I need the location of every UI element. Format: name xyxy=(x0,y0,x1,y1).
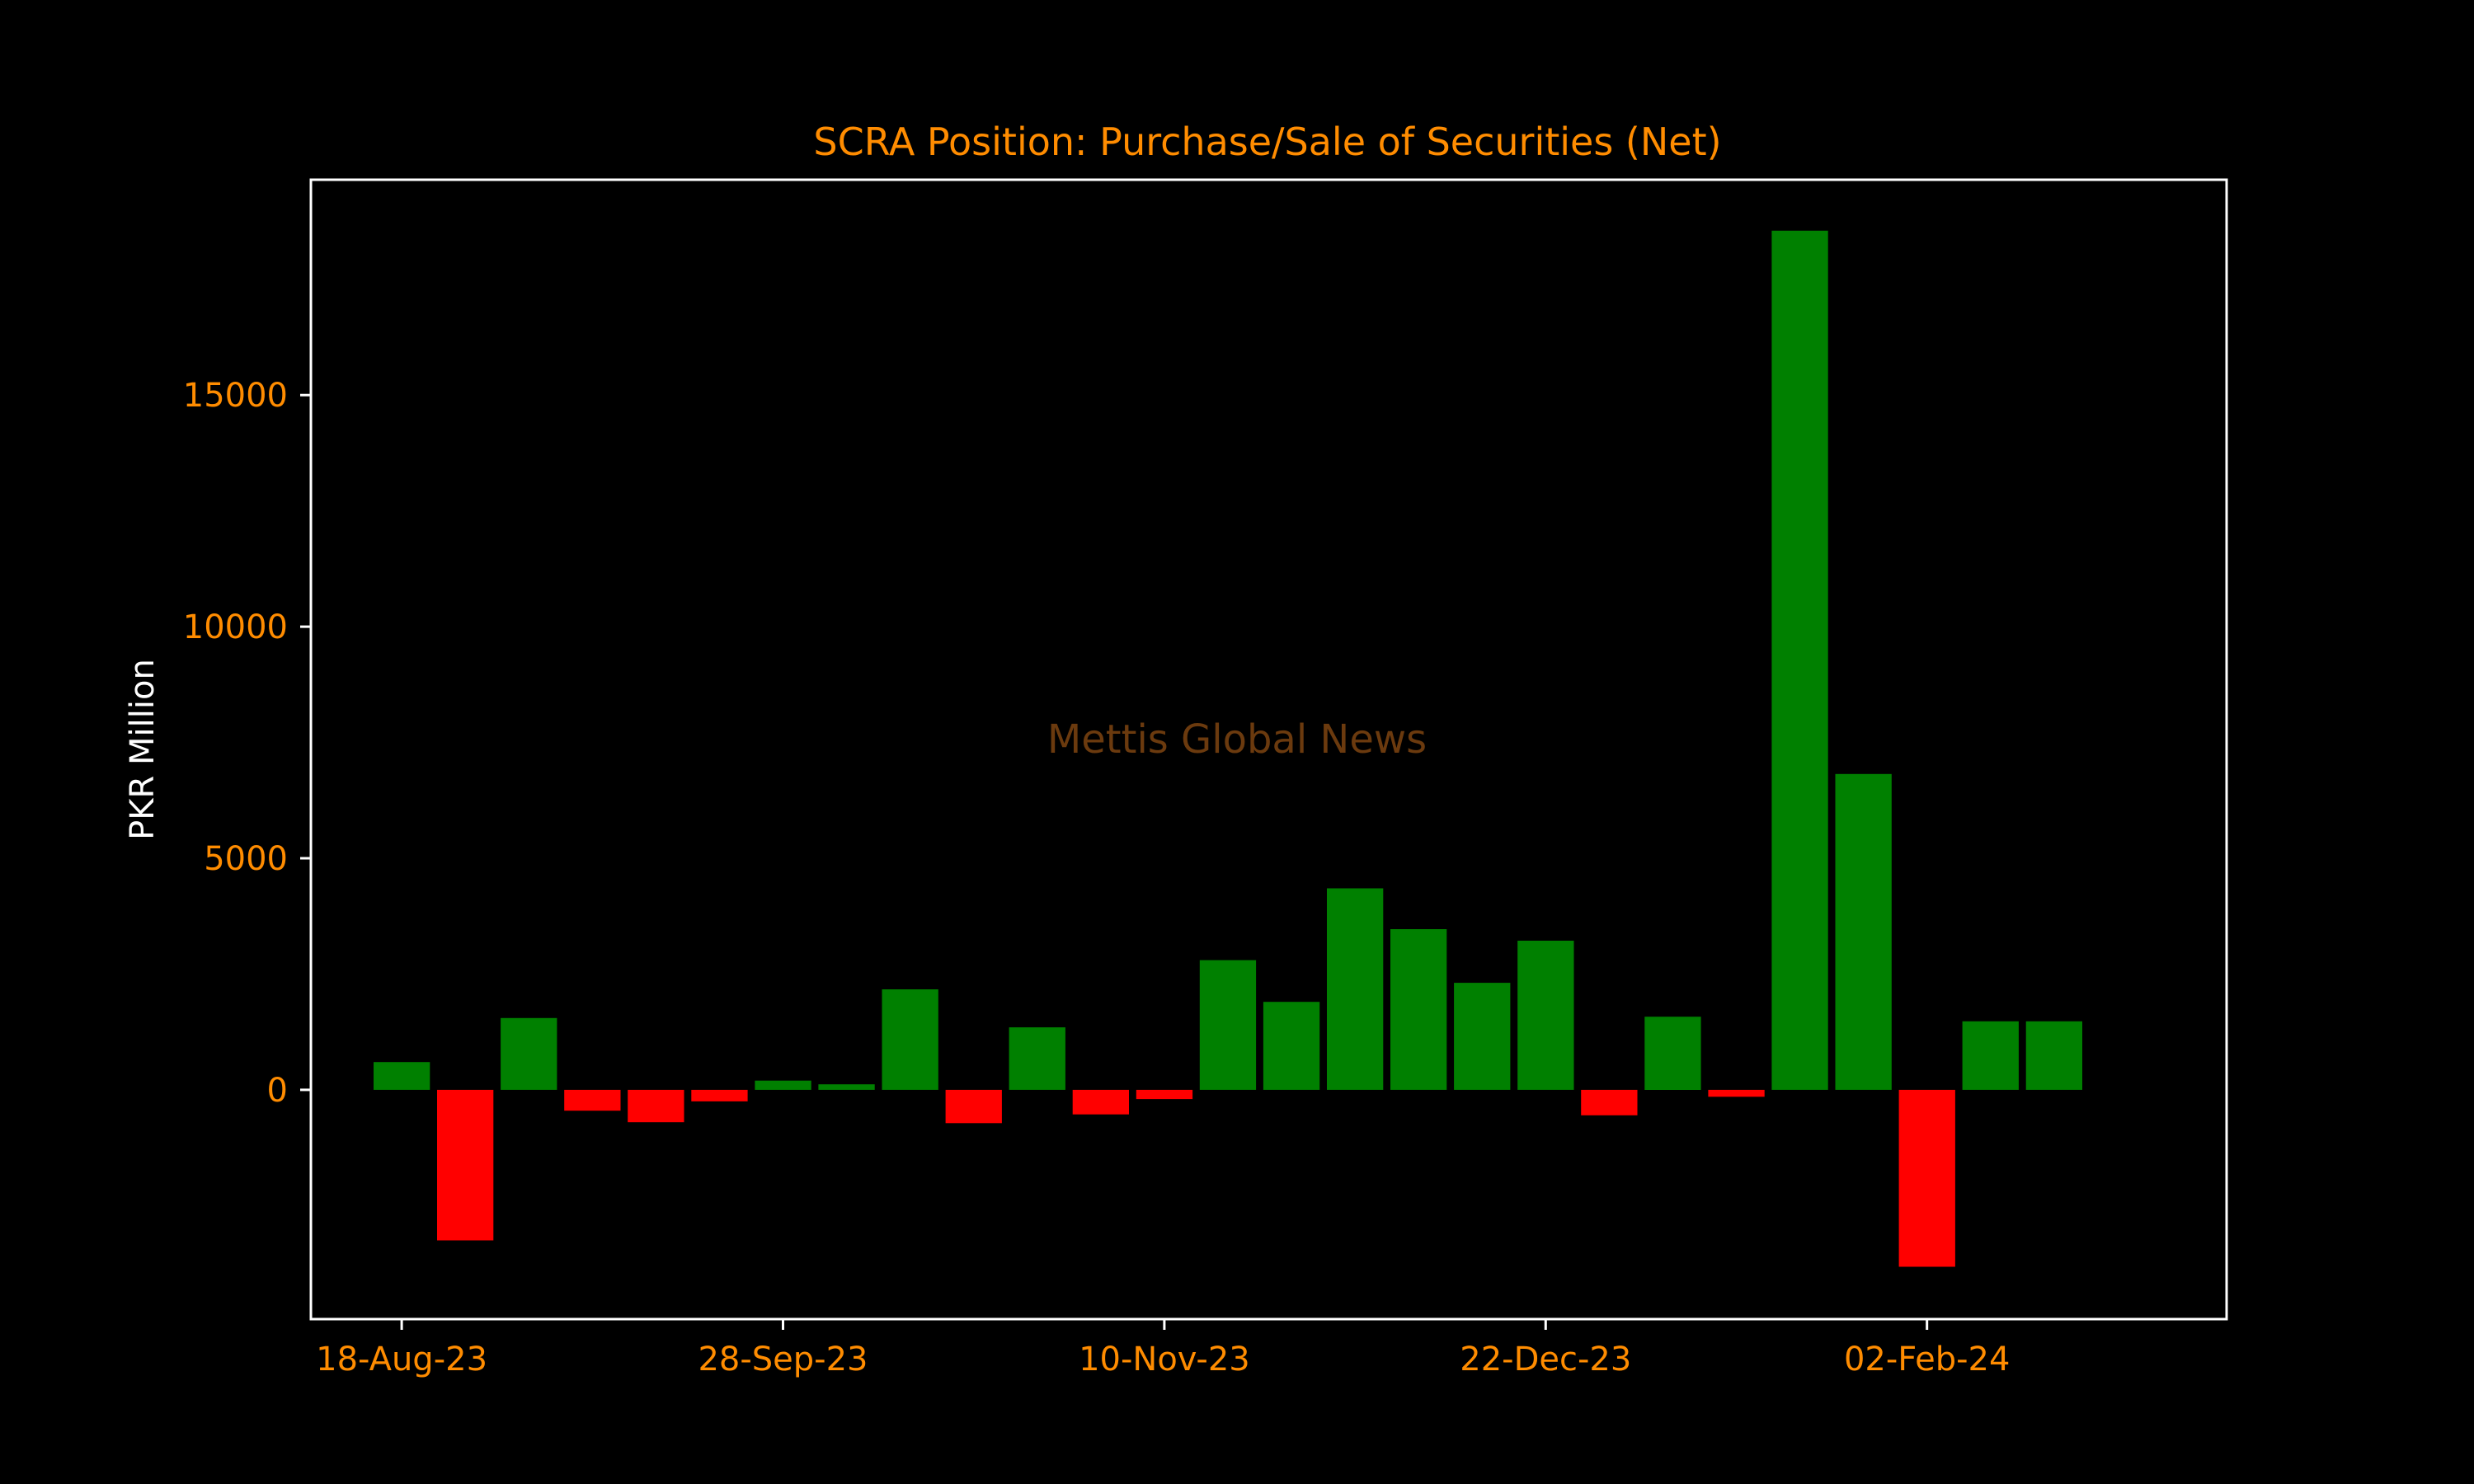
x-tick-label: 10-Nov-23 xyxy=(1079,1341,1250,1378)
bar xyxy=(1835,773,1892,1090)
bar xyxy=(1136,1089,1193,1100)
bar xyxy=(1263,1002,1320,1090)
bar xyxy=(1454,983,1511,1090)
y-axis-label: PKR Million xyxy=(124,659,162,840)
bar xyxy=(1644,1017,1701,1090)
bar xyxy=(1390,929,1447,1090)
bar xyxy=(818,1084,875,1090)
y-axis: 0 5000 10000 15000 xyxy=(183,377,311,1110)
x-tick-label: 28-Sep-23 xyxy=(698,1341,868,1378)
bar xyxy=(691,1089,748,1101)
bar xyxy=(2025,1021,2082,1090)
bar xyxy=(1708,1089,1765,1097)
chart-title: SCRA Position: Purchase/Sale of Securiti… xyxy=(813,120,1721,164)
bar xyxy=(1199,960,1257,1090)
x-tick-label: 18-Aug-23 xyxy=(316,1341,487,1378)
y-tick-label: 15000 xyxy=(183,377,288,415)
bar xyxy=(882,989,938,1090)
bar xyxy=(628,1089,684,1123)
x-tick-label: 02-Feb-24 xyxy=(1844,1341,2010,1378)
bar xyxy=(1771,230,1828,1090)
bar-group xyxy=(374,230,2082,1267)
bar xyxy=(437,1089,494,1241)
bar xyxy=(1962,1021,2019,1090)
bar xyxy=(1581,1089,1638,1115)
bar xyxy=(1327,888,1384,1090)
bar xyxy=(1898,1089,1955,1267)
bar xyxy=(1517,941,1574,1090)
plot-frame xyxy=(309,178,2228,1321)
bar xyxy=(564,1089,621,1111)
y-tick-label: 10000 xyxy=(183,608,288,646)
x-tick-label: 22-Dec-23 xyxy=(1460,1341,1631,1378)
bar xyxy=(1009,1027,1065,1090)
bar xyxy=(1072,1089,1129,1115)
bar xyxy=(755,1080,811,1090)
watermark-text: Mettis Global News xyxy=(1047,716,1427,763)
x-axis: 18-Aug-23 28-Sep-23 10-Nov-23 22-Dec-23 02-F… xyxy=(316,1319,2010,1378)
bar xyxy=(945,1089,1002,1124)
y-tick-label: 5000 xyxy=(204,840,288,878)
bar xyxy=(374,1062,430,1090)
bar xyxy=(501,1017,557,1090)
y-tick-label: 0 xyxy=(267,1072,288,1110)
